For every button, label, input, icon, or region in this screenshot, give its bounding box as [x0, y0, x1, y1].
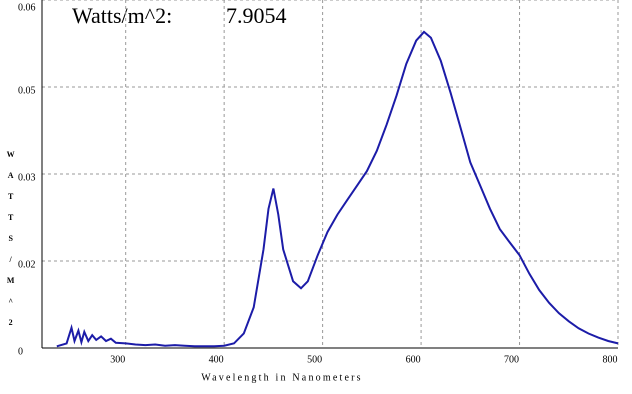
annotation-label: Watts/m^2:	[72, 3, 172, 28]
x-tick-label: 700	[504, 354, 519, 365]
y-tick-label: 0	[18, 346, 23, 357]
x-tick-label: 300	[110, 354, 125, 365]
annotation-value: 7.9054	[226, 3, 287, 28]
x-tick-label: 400	[209, 354, 224, 365]
y-tick-label: 0.03	[18, 172, 36, 183]
data-line	[56, 30, 619, 348]
x-tick-label: 800	[603, 354, 618, 365]
y-tick-label: 0.05	[18, 85, 36, 96]
y-axis-label: WATTS/M^2	[6, 150, 15, 339]
y-tick-label: 0.06	[18, 2, 36, 13]
x-tick-label: 600	[406, 354, 421, 365]
x-tick-label: 500	[307, 354, 322, 365]
x-axis-label: Wavelength in Nanometers	[201, 372, 362, 383]
y-tick-label: 0.02	[18, 259, 36, 270]
